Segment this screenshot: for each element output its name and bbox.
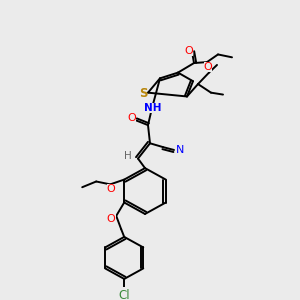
Text: N: N bbox=[176, 145, 184, 155]
Text: H: H bbox=[124, 151, 132, 161]
Text: NH: NH bbox=[144, 103, 162, 113]
Text: S: S bbox=[139, 87, 147, 100]
Text: Cl: Cl bbox=[118, 289, 130, 300]
Text: O: O bbox=[204, 62, 212, 72]
Text: O: O bbox=[107, 184, 116, 194]
Text: O: O bbox=[128, 113, 136, 123]
Text: O: O bbox=[184, 46, 194, 56]
Text: O: O bbox=[107, 214, 116, 224]
